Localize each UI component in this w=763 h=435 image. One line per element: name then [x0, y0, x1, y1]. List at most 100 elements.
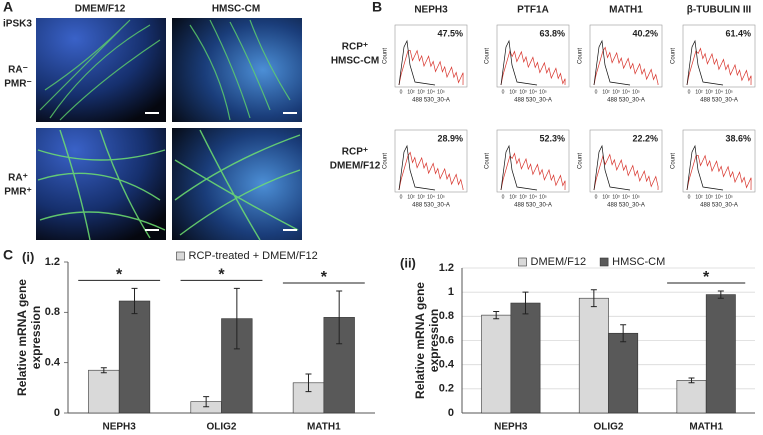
percentage: 38.6% — [725, 133, 751, 143]
significance-mark: * — [218, 267, 225, 284]
x-tick-label: 10² — [509, 89, 517, 95]
panel-label: C — [3, 247, 13, 263]
bar — [118, 300, 151, 414]
histogram-decor — [686, 47, 752, 86]
axis-label: Count — [485, 48, 491, 64]
row-label: RA⁻ — [8, 65, 28, 76]
bar — [676, 380, 707, 414]
x-tick-label: 0 — [595, 89, 598, 95]
axis-label: 488 530_30-A — [700, 203, 738, 209]
x-tick-label: 10⁴ — [715, 194, 723, 200]
bar — [608, 332, 639, 414]
x-tick-label: 10³ — [417, 89, 425, 95]
axis-label: Count — [485, 153, 491, 169]
x-tick-label: 10⁴ — [427, 194, 435, 200]
histogram-frame — [394, 24, 468, 88]
x-tick-label: 10⁵ — [725, 89, 733, 95]
x-tick-label: 10⁵ — [539, 194, 547, 200]
row-label: DMEM/F12 — [330, 161, 381, 172]
axis-label: Count — [383, 153, 389, 169]
x-tick-label: 10³ — [612, 194, 620, 200]
x-tick-label: 10² — [407, 89, 415, 95]
x-tick-label: 0 — [400, 89, 403, 95]
axis-label: 488 530_30-A — [607, 203, 645, 209]
x-tick-label: 10⁴ — [622, 194, 630, 200]
y-axis-label: Relative mRNA geneexpression — [15, 279, 43, 396]
x-tick-label: 10² — [695, 194, 703, 200]
x-tick-label: 10⁴ — [529, 194, 537, 200]
panel-label: A — [3, 0, 13, 15]
row-label: RCP⁺ — [342, 147, 368, 158]
x-tick-label: OLIG2 — [593, 422, 623, 433]
y-tick-label: 0.4 — [439, 359, 455, 371]
bar — [510, 302, 541, 414]
micrograph — [36, 18, 166, 122]
x-tick-label: OLIG2 — [206, 422, 236, 433]
x-tick-label: NEPH3 — [102, 422, 136, 433]
percentage: 52.3% — [539, 133, 565, 143]
x-tick-label: 0 — [595, 194, 598, 200]
legend-swatch — [599, 257, 609, 267]
x-tick-label: 0 — [688, 89, 691, 95]
marker-label: MATH1 — [609, 5, 643, 16]
x-tick-label: 10² — [695, 89, 703, 95]
x-tick-label: 10³ — [519, 89, 527, 95]
bar — [578, 297, 609, 414]
chart-title: (ii) — [400, 255, 416, 270]
histogram-decor — [593, 46, 659, 86]
histogram-decor — [593, 39, 631, 86]
error-bar — [493, 311, 500, 320]
x-tick-label: 10² — [602, 194, 610, 200]
error-bar — [203, 396, 210, 408]
significance-mark: * — [703, 269, 710, 286]
x-tick-label: NEPH3 — [494, 422, 528, 433]
y-axis-label: Relative mRNA geneexpression — [413, 282, 441, 399]
legend-label: HMSC-CM — [612, 256, 665, 268]
x-tick-label: 10³ — [705, 89, 713, 95]
x-tick-label: 10² — [602, 89, 610, 95]
y-tick-label: 0.4 — [45, 357, 61, 369]
significance-mark: * — [321, 269, 328, 286]
row-label: PMR⁻ — [4, 79, 32, 90]
x-tick-label: 10⁵ — [632, 89, 640, 95]
histogram-decor — [500, 39, 538, 86]
y-axis-label-line: Relative mRNA gene — [413, 282, 427, 399]
error-bar — [590, 289, 597, 308]
y-axis-label-line: expression — [427, 309, 441, 372]
legend-swatch — [518, 257, 527, 267]
histogram-decor — [398, 39, 436, 86]
y-axis-label-line: expression — [29, 306, 43, 369]
x-tick-label: 0 — [502, 89, 505, 95]
panel-label: B — [372, 0, 382, 15]
legend-label: DMEM/F12 — [531, 256, 587, 268]
y-tick-label: 1.2 — [45, 256, 60, 268]
error-bar — [688, 377, 695, 384]
y-tick-label: 0.8 — [439, 310, 454, 322]
x-tick-label: 10³ — [612, 89, 620, 95]
bar — [705, 294, 736, 414]
error-bar — [131, 287, 138, 315]
histogram-frame — [682, 24, 756, 88]
x-tick-label: 10⁴ — [529, 89, 537, 95]
histogram-frame — [394, 129, 468, 193]
x-tick-label: 10³ — [705, 194, 713, 200]
cell-line: iPSK3 — [3, 19, 32, 30]
error-bar — [305, 373, 312, 393]
x-tick-label: 10⁴ — [715, 89, 723, 95]
x-tick-label: 10⁵ — [437, 194, 445, 200]
histogram-decor — [398, 151, 464, 191]
axis-label: 488 530_30-A — [607, 98, 645, 104]
x-tick-label: 10² — [407, 194, 415, 200]
x-tick-label: 10² — [509, 194, 517, 200]
histogram-frame — [589, 129, 663, 193]
x-tick-label: 10⁵ — [725, 194, 733, 200]
y-tick-label: 0 — [54, 407, 60, 419]
error-bar — [336, 290, 343, 345]
error-bar — [522, 291, 529, 315]
row-label: HMSC-CM — [331, 56, 379, 67]
error-bar — [717, 290, 724, 299]
percentage: 63.8% — [539, 28, 565, 38]
histogram-frame — [496, 129, 570, 193]
